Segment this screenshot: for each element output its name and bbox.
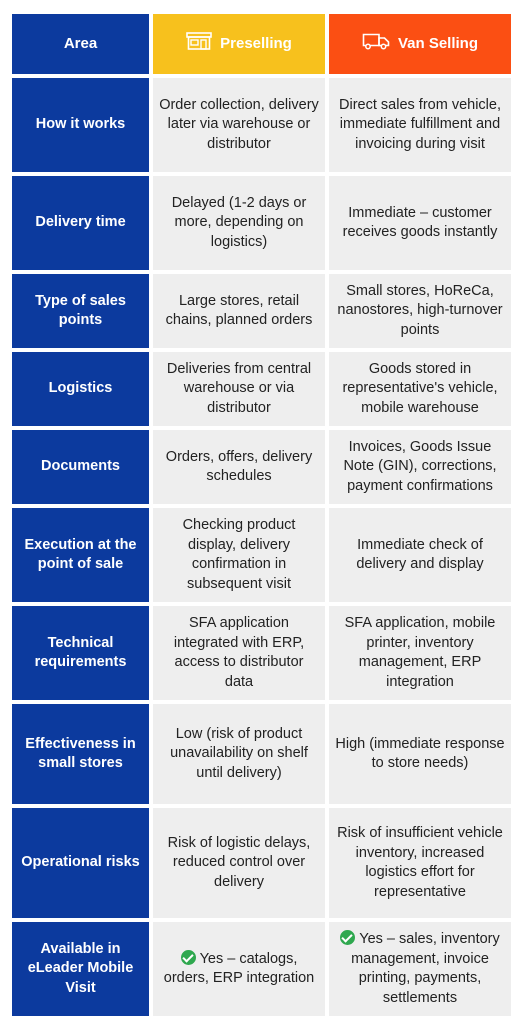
row-van-selling-cell: Immediate – customer receives goods inst… [329,176,511,270]
row-preselling-cell: Risk of logistic delays, reduced control… [153,808,325,918]
row-area-label: Delivery time [12,176,149,270]
row-van-selling-cell: High (immediate response to store needs) [329,704,511,804]
header-van-selling: Van Selling [329,14,511,74]
header-area: Area [12,14,149,74]
check-circle-icon [340,930,356,945]
row-preselling-cell: Low (risk of product unavailability on s… [153,704,325,804]
row-area-label: Documents [12,430,149,504]
van-icon [362,32,390,56]
row-area-label: Type of sales points [12,274,149,348]
row-area-label: Available in eLeader Mobile Visit [12,922,149,1016]
row-preselling-cell: Deliveries from central warehouse or via… [153,352,325,426]
storefront-icon [186,32,212,56]
row-van-selling-cell: Yes – sales, inventory management, invoi… [329,922,511,1016]
row-preselling-cell: Large stores, retail chains, planned ord… [153,274,325,348]
row-area-label: Operational risks [12,808,149,918]
header-preselling-label: Preselling [220,35,292,53]
header-preselling: Preselling [153,14,325,74]
row-preselling-cell: Order collection, delivery later via war… [153,78,325,172]
row-preselling-cell: Delayed (1-2 days or more, depending on … [153,176,325,270]
check-circle-icon [180,949,196,965]
row-van-selling-cell: Direct sales from vehicle, immediate ful… [329,78,511,172]
row-van-selling-cell: Immediate check of delivery and display [329,508,511,602]
row-preselling-cell: Yes – catalogs, orders, ERP integration [153,922,325,1016]
row-area-label: Execution at the point of sale [12,508,149,602]
row-area-label: Logistics [12,352,149,426]
row-preselling-cell: Checking product display, delivery confi… [153,508,325,602]
row-area-label: Effectiveness in small stores [12,704,149,804]
row-preselling-cell: Orders, offers, delivery schedules [153,430,325,504]
header-van-selling-label: Van Selling [397,35,479,53]
comparison-table: Area Preselling Van Selling How it works… [12,14,512,1016]
row-preselling-cell: SFA application integrated with ERP, acc… [153,606,325,700]
availability-text: Yes – catalogs, orders, ERP integration [163,950,315,987]
availability-text-wrap: Yes – catalogs, orders, ERP integration [159,949,319,989]
row-van-selling-cell: SFA application, mobile printer, invento… [329,606,511,700]
row-van-selling-cell: Risk of insufficient vehicle inventory, … [329,808,511,918]
row-van-selling-cell: Invoices, Goods Issue Note (GIN), correc… [329,430,511,504]
header-area-label: Area [63,35,98,53]
row-van-selling-cell: Small stores, HoReCa, nanostores, high-t… [329,274,511,348]
availability-text-wrap: Yes – sales, inventory management, invoi… [335,930,505,1008]
row-area-label: How it works [12,78,149,172]
availability-text: Yes – sales, inventory management, invoi… [351,931,500,1006]
row-van-selling-cell: Goods stored in representative's vehicle… [329,352,511,426]
row-area-label: Technical requirements [12,606,149,700]
